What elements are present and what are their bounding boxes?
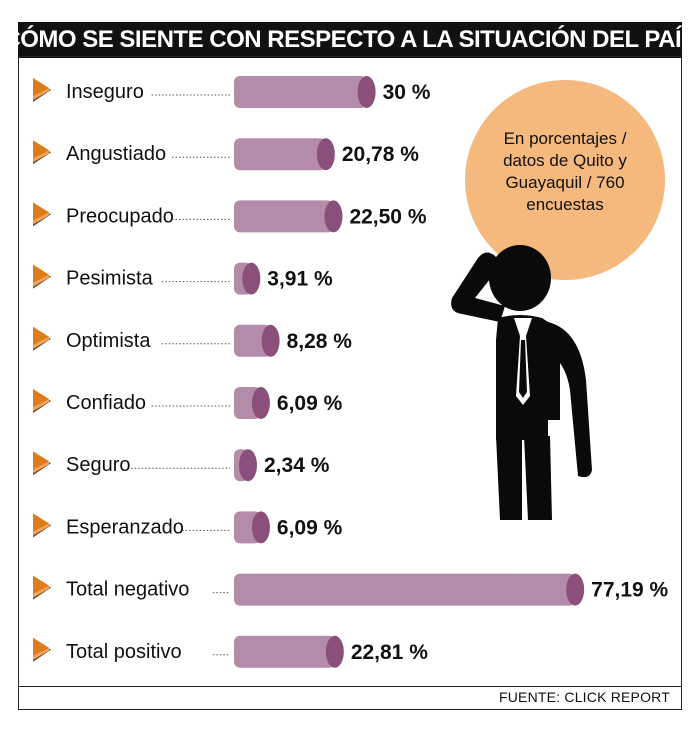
bar bbox=[234, 573, 585, 606]
bar bbox=[234, 138, 335, 171]
bar-row: Optimista 8,28 % bbox=[33, 324, 353, 357]
source-text: FUENTE: CLICK REPORT bbox=[499, 689, 670, 705]
category-label: Angustiado bbox=[66, 143, 166, 165]
category-label: Inseguro bbox=[66, 81, 144, 103]
arrow-bullet-icon bbox=[33, 78, 51, 102]
value-label: 6,09 % bbox=[277, 392, 343, 415]
bar bbox=[234, 324, 280, 357]
value-label: 77,19 % bbox=[591, 579, 668, 602]
bar bbox=[234, 635, 344, 668]
arrow-bullet-icon bbox=[33, 513, 51, 538]
arrow-bullet-icon bbox=[33, 326, 51, 351]
bar bbox=[234, 511, 270, 544]
bar-row: Total positivo 22,81 % bbox=[33, 635, 428, 668]
value-label: 8,28 % bbox=[287, 330, 353, 353]
worried-man-icon bbox=[451, 245, 592, 520]
category-label: Esperanzado bbox=[66, 516, 184, 538]
bar-row: Total negativo 77,19 % bbox=[33, 573, 669, 606]
category-label: Confiado bbox=[66, 392, 146, 414]
value-label: 3,91 % bbox=[267, 268, 333, 291]
bar-row: Preocupado 22,50 % bbox=[33, 200, 427, 233]
arrow-bullet-icon bbox=[33, 389, 51, 413]
value-label: 6,09 % bbox=[277, 516, 343, 539]
category-label: Pesimista bbox=[66, 268, 154, 290]
bar-row: Esperanzado 6,09 % bbox=[33, 511, 343, 544]
value-label: 30 % bbox=[383, 81, 431, 104]
bar-row: Pesimista 3,91 % bbox=[33, 262, 333, 295]
note-bubble: En porcentajes / datos de Quito y Guayaq… bbox=[465, 80, 665, 280]
value-label: 22,81 % bbox=[351, 641, 428, 664]
source-divider bbox=[18, 686, 682, 687]
bar bbox=[234, 200, 343, 233]
note-text: En porcentajes / datos de Quito y Guayaq… bbox=[503, 129, 627, 214]
category-label: Total negativo bbox=[66, 579, 189, 601]
category-label: Seguro bbox=[66, 454, 131, 476]
bar bbox=[234, 76, 376, 108]
category-label: Preocupado bbox=[66, 205, 174, 227]
bar bbox=[234, 449, 257, 482]
chart-frame bbox=[18, 56, 682, 710]
arrow-bullet-icon bbox=[33, 637, 51, 662]
category-label: Optimista bbox=[66, 330, 151, 352]
arrow-bullet-icon bbox=[33, 140, 51, 165]
bar-row: Inseguro 30 % bbox=[33, 76, 431, 108]
bar-row: Angustiado 20,78 % bbox=[33, 138, 419, 171]
category-label: Total positivo bbox=[66, 641, 182, 663]
value-label: 20,78 % bbox=[342, 143, 419, 166]
bar bbox=[234, 262, 261, 295]
bar bbox=[234, 387, 270, 419]
chart-title: ¿CÓMO SE SIENTE CON RESPECTO A LA SITUAC… bbox=[0, 22, 700, 58]
arrow-bullet-icon bbox=[33, 202, 51, 227]
bar-row: Confiado 6,09 % bbox=[33, 387, 343, 419]
bar-row: Seguro 2,34 % bbox=[33, 449, 330, 482]
arrow-bullet-icon bbox=[33, 575, 51, 600]
value-label: 22,50 % bbox=[349, 205, 426, 228]
arrow-bullet-icon bbox=[33, 264, 51, 289]
arrow-bullet-icon bbox=[33, 451, 51, 476]
value-label: 2,34 % bbox=[264, 454, 330, 477]
